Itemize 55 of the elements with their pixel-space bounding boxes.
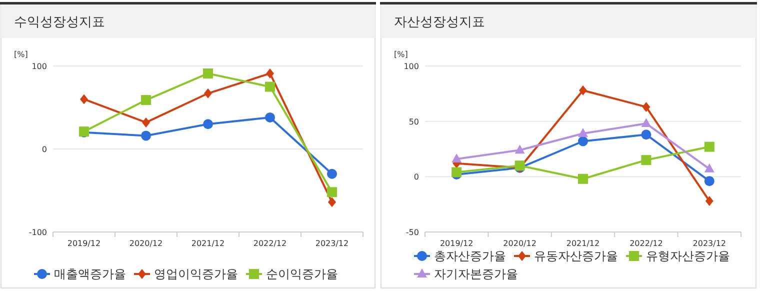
point — [328, 197, 336, 208]
point — [327, 187, 337, 198]
point — [704, 163, 714, 172]
point — [642, 102, 650, 112]
y-tick-label: -50 — [406, 228, 419, 237]
y-tick-label: 0 — [42, 145, 47, 154]
x-tick-label: 2023/12 — [315, 239, 349, 248]
y-tick-label: 0 — [414, 172, 419, 182]
y-axis-title: [%] — [394, 50, 408, 59]
y-tick-label: 50 — [408, 117, 419, 126]
x-tick-label: 2019/12 — [440, 239, 474, 248]
x-tick-label: 2021/12 — [566, 239, 600, 248]
y-axis-title: [%] — [14, 50, 28, 59]
legend-label: 자기자본증가율 — [434, 267, 518, 281]
point — [265, 112, 275, 122]
point — [704, 142, 714, 152]
chart-title: 자산성장성지표 — [394, 15, 485, 30]
legend-label: 영업이익증가율 — [154, 267, 238, 281]
point — [641, 130, 652, 140]
point — [203, 119, 213, 130]
x-tick-label: 2019/12 — [67, 239, 101, 248]
point — [265, 82, 275, 92]
point — [141, 95, 151, 106]
legend-label: 유동자산증가율 — [534, 249, 618, 263]
point — [452, 153, 462, 162]
chart-title: 수익성장성지표 — [14, 15, 105, 30]
y-tick-label: 100 — [404, 62, 419, 71]
legend-label: 매출액증가율 — [54, 267, 126, 281]
point — [705, 196, 714, 206]
point — [204, 88, 212, 98]
point — [141, 130, 151, 141]
x-tick-label: 2021/12 — [191, 239, 225, 248]
x-tick-label: 2020/12 — [503, 239, 536, 248]
point — [579, 85, 587, 96]
point — [514, 144, 525, 154]
point — [203, 68, 213, 78]
point — [327, 168, 337, 179]
point — [578, 174, 588, 184]
point — [578, 128, 588, 138]
point — [704, 176, 714, 186]
point — [80, 94, 88, 104]
legend-label: 순이익증가율 — [266, 267, 338, 281]
x-tick-label: 2023/12 — [692, 239, 726, 248]
x-tick-label: 2022/12 — [253, 239, 287, 248]
y-tick-label: 100 — [32, 62, 47, 71]
x-tick-label: 2020/12 — [129, 239, 163, 248]
point — [266, 68, 274, 78]
x-tick-label: 2022/12 — [630, 239, 663, 248]
point — [142, 117, 150, 128]
legend-label: 유형자산증가율 — [646, 249, 730, 263]
point — [641, 155, 652, 166]
point — [641, 118, 652, 128]
y-tick-label: -100 — [28, 228, 47, 237]
point — [578, 136, 588, 146]
legend-label: 총자산증가율 — [434, 249, 506, 263]
